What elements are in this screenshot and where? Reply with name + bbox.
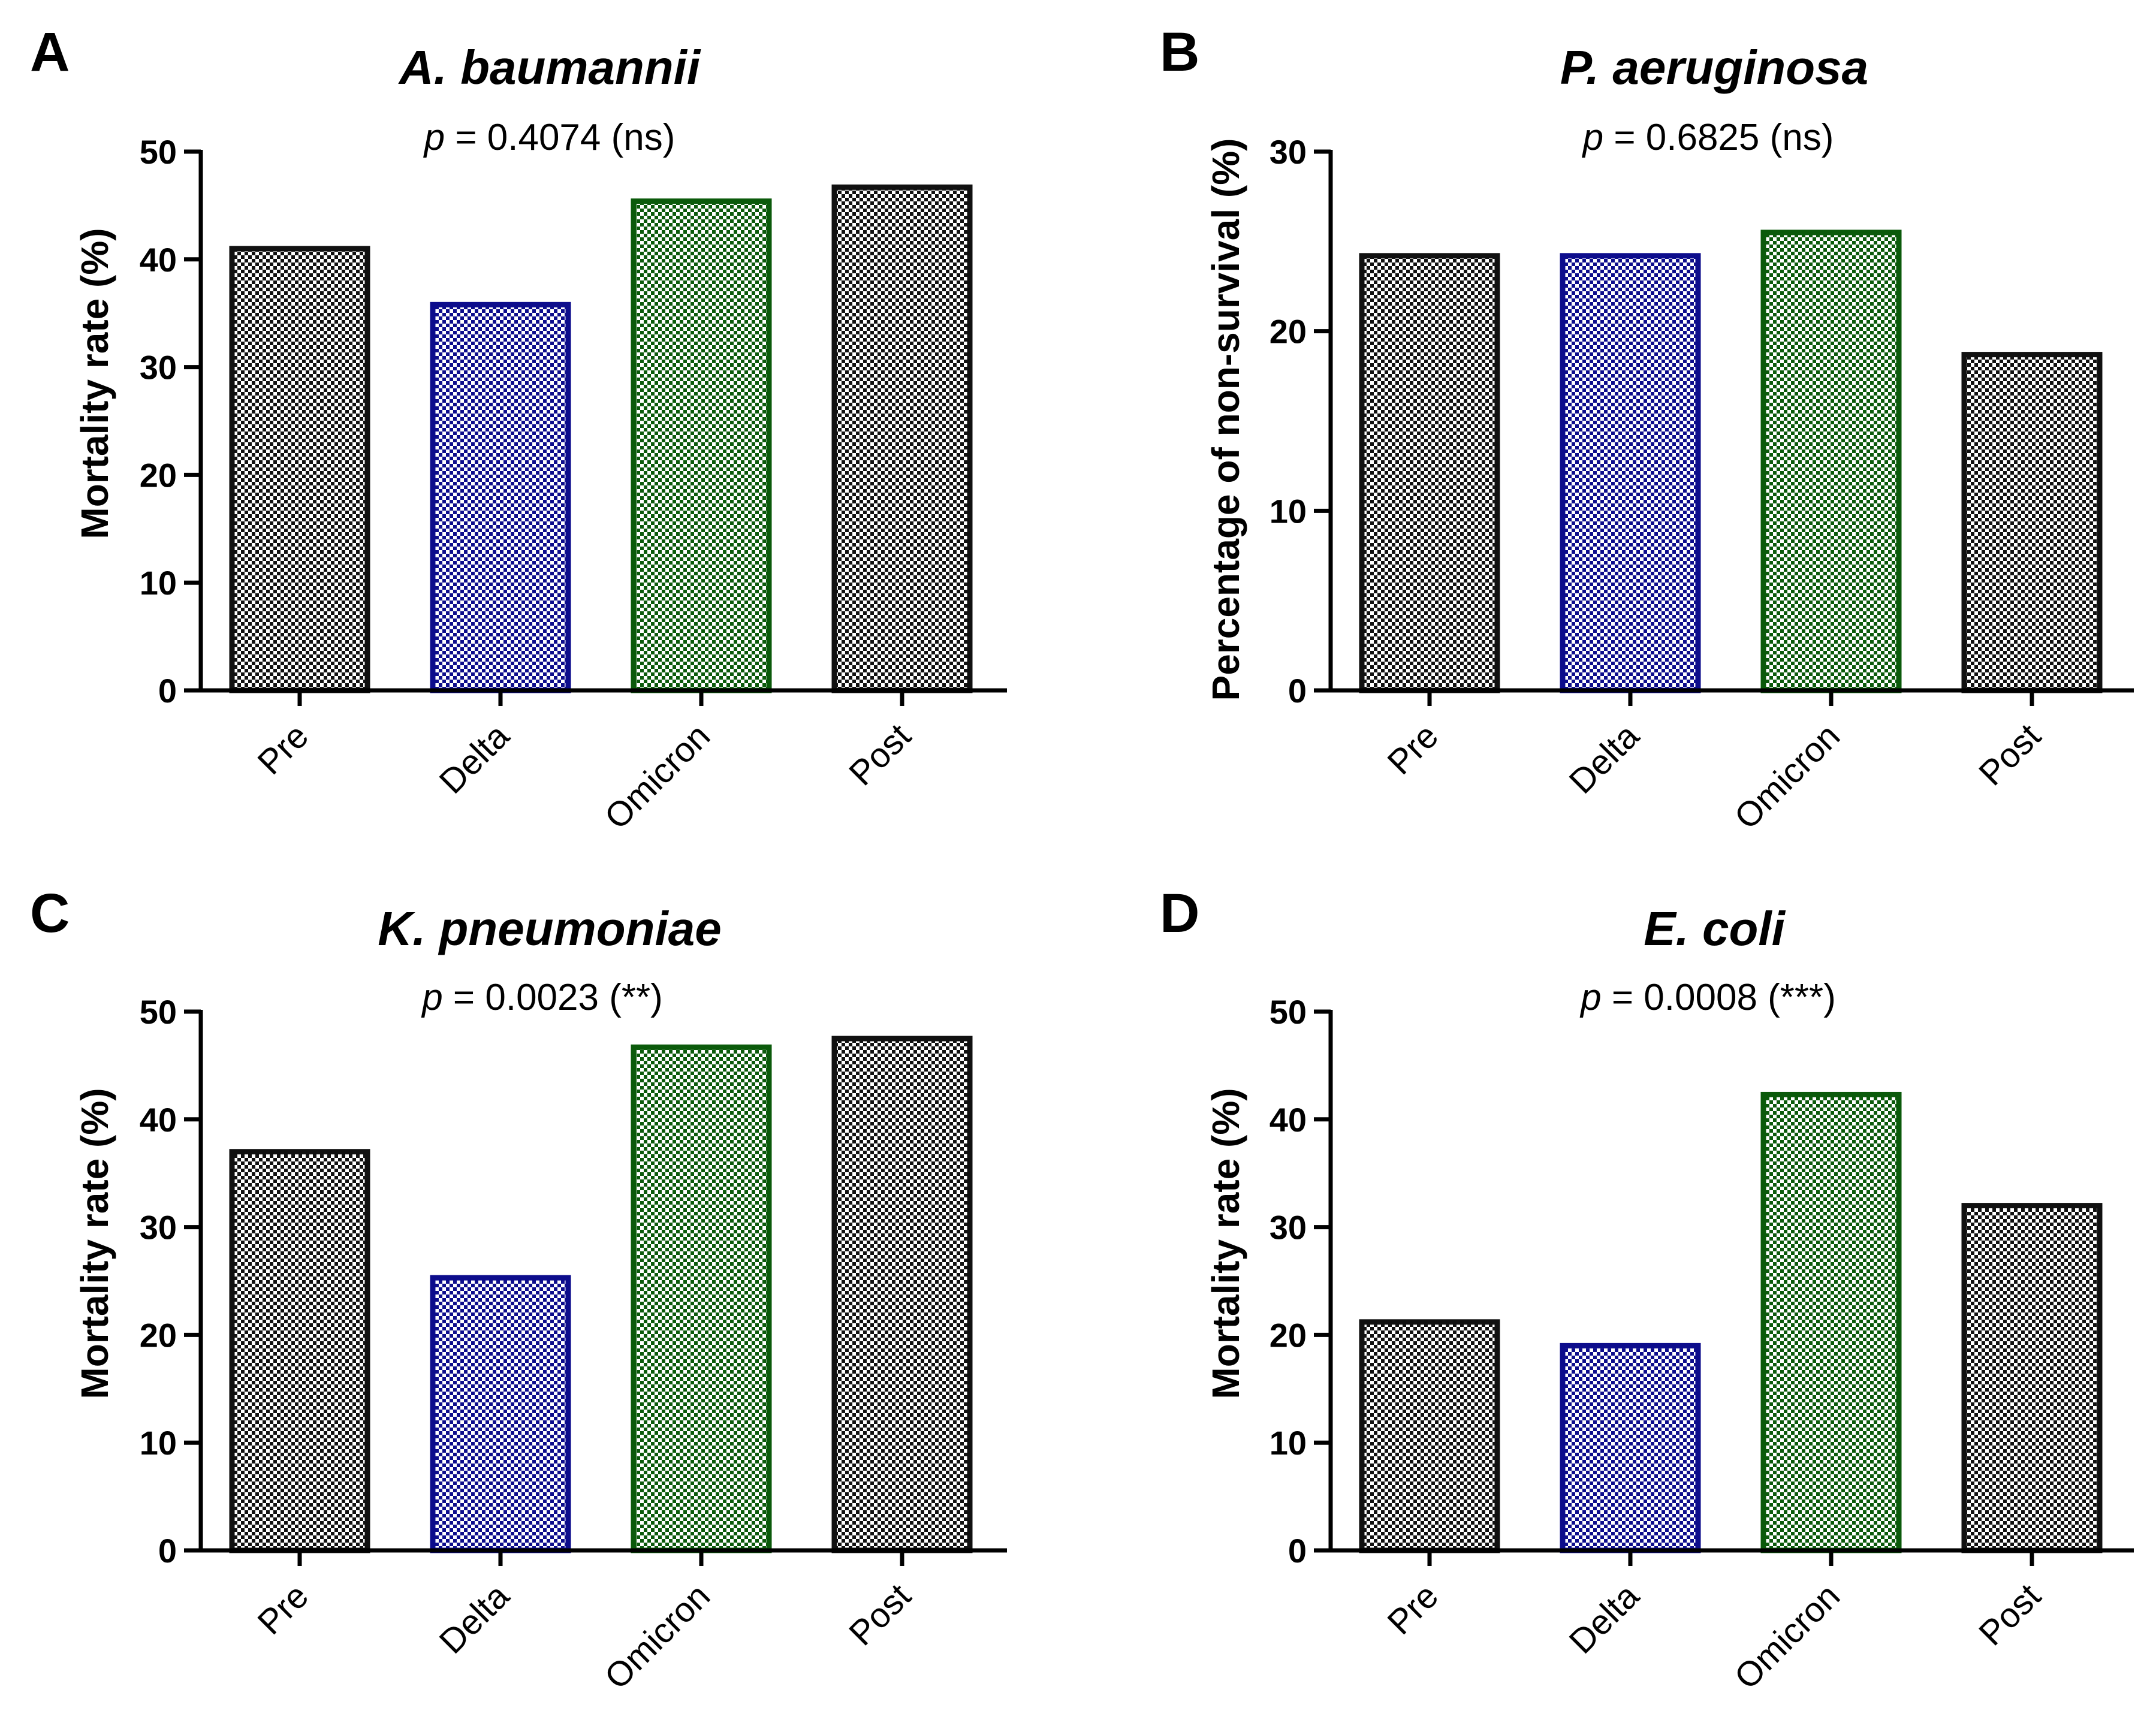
x-tick-label: Omicron: [597, 716, 717, 837]
bar-d-omicron: [1760, 1091, 1902, 1553]
x-tick-label: Omicron: [597, 1576, 717, 1697]
bar-d-post: [1961, 1203, 2103, 1553]
y-ticks-b: 0 10 20 30: [1270, 133, 1331, 710]
y-tick-label: 10: [140, 564, 177, 602]
p-value-a: p = 0.4074 (ns): [423, 117, 676, 158]
y-tick-label: 20: [1270, 313, 1307, 351]
bar-a-post: [831, 184, 973, 693]
bar-c-pre: [229, 1149, 370, 1553]
x-tick-label: Pre: [1380, 1576, 1446, 1642]
y-tick-label: 20: [140, 1316, 177, 1354]
y-tick-label: 0: [1288, 1532, 1307, 1570]
bars-c: [229, 1036, 973, 1553]
bar-c-delta: [430, 1275, 571, 1553]
y-tick-label: 50: [140, 993, 177, 1031]
chart-title-a: A. baumannii: [398, 41, 701, 94]
x-ticks-a: Pre Delta Omicron Post: [250, 690, 918, 837]
p-value-b: p = 0.6825 (ns): [1582, 117, 1834, 158]
bar-d-delta: [1560, 1342, 1701, 1553]
p-value-d: p = 0.0008 (***): [1579, 977, 1836, 1018]
bar-b-post: [1961, 352, 2103, 693]
x-tick-label: Post: [842, 1576, 918, 1653]
y-tick-label: 10: [1270, 1424, 1307, 1462]
y-tick-label: 30: [1270, 133, 1307, 171]
axes-a: [198, 150, 1007, 693]
y-axis-label-d: Mortality rate (%): [1204, 1088, 1247, 1399]
x-tick-label: Delta: [432, 1576, 517, 1661]
p-value-c: p = 0.0023 (**): [421, 977, 663, 1018]
bars-b: [1359, 230, 2103, 693]
y-tick-label: 10: [1270, 492, 1307, 530]
y-axis-label-c: Mortality rate (%): [73, 1088, 116, 1399]
y-tick-label: 0: [158, 1532, 177, 1570]
axes-b: [1328, 150, 2134, 693]
bar-b-omicron: [1760, 230, 1902, 693]
chart-title-d: E. coli: [1644, 902, 1786, 955]
axes-d: [1328, 1010, 2134, 1553]
panel-letter-d: D: [1160, 883, 1199, 944]
y-tick-label: 0: [1288, 672, 1307, 710]
bar-c-omicron: [631, 1044, 772, 1553]
x-tick-label: Delta: [1561, 716, 1647, 801]
bar-a-delta: [430, 301, 571, 693]
panel-a: A A. baumannii p = 0.4074 (ns) Mortality…: [30, 22, 1007, 837]
y-axis-label-a: Mortality rate (%): [73, 228, 116, 539]
x-tick-label: Pre: [250, 716, 316, 782]
y-tick-label: 20: [140, 456, 177, 494]
y-tick-label: 20: [1270, 1316, 1307, 1354]
y-tick-label: 50: [1270, 993, 1307, 1031]
panel-c: C K. pneumoniae p = 0.0023 (**) Mortalit…: [30, 883, 1007, 1697]
y-axis-label-b: Percentage of non-survival (%): [1204, 138, 1247, 701]
y-tick-label: 40: [1270, 1101, 1307, 1139]
x-ticks-c: Pre Delta Omicron Post: [250, 1550, 918, 1697]
y-tick-label: 0: [158, 672, 177, 710]
y-tick-label: 40: [140, 1101, 177, 1139]
bar-c-post: [831, 1036, 973, 1553]
x-ticks-b: Pre Delta Omicron Post: [1380, 690, 2048, 837]
bar-b-delta: [1560, 253, 1701, 693]
x-tick-label: Pre: [1380, 716, 1446, 782]
y-tick-label: 30: [1270, 1209, 1307, 1247]
axes-c: [198, 1010, 1007, 1553]
chart-title-c: K. pneumoniae: [378, 902, 721, 955]
panel-d: D E. coli p = 0.0008 (***) Mortality rat…: [1160, 883, 2134, 1697]
x-tick-label: Post: [1971, 716, 2048, 793]
y-tick-label: 30: [140, 349, 177, 387]
panel-letter-b: B: [1160, 22, 1199, 83]
panel-b: B P. aeruginosa p = 0.6825 (ns) Percenta…: [1160, 22, 2134, 837]
bar-a-omicron: [631, 198, 772, 693]
y-ticks-d: 0 10 20 30 40 50: [1270, 993, 1331, 1570]
y-tick-label: 10: [140, 1424, 177, 1462]
x-tick-label: Delta: [1561, 1576, 1647, 1661]
bar-b-pre: [1359, 253, 1500, 693]
panel-letter-a: A: [30, 22, 70, 83]
bar-d-pre: [1359, 1319, 1500, 1553]
y-tick-label: 40: [140, 241, 177, 279]
x-tick-label: Post: [842, 716, 918, 793]
x-tick-label: Delta: [432, 716, 517, 801]
x-tick-label: Pre: [250, 1576, 316, 1642]
x-tick-label: Omicron: [1727, 1576, 1847, 1697]
bars-a: [229, 184, 973, 693]
y-ticks-c: 0 10 20 30 40 50: [140, 993, 201, 1570]
panel-letter-c: C: [30, 883, 70, 944]
x-tick-label: Omicron: [1727, 716, 1847, 837]
y-ticks-a: 0 10 20 30 40 50: [140, 133, 201, 710]
x-tick-label: Post: [1971, 1576, 2048, 1653]
x-ticks-d: Pre Delta Omicron Post: [1380, 1550, 2048, 1697]
bars-d: [1359, 1091, 2103, 1553]
bar-a-pre: [229, 246, 370, 693]
y-tick-label: 30: [140, 1209, 177, 1247]
chart-title-b: P. aeruginosa: [1560, 41, 1868, 94]
y-tick-label: 50: [140, 133, 177, 171]
